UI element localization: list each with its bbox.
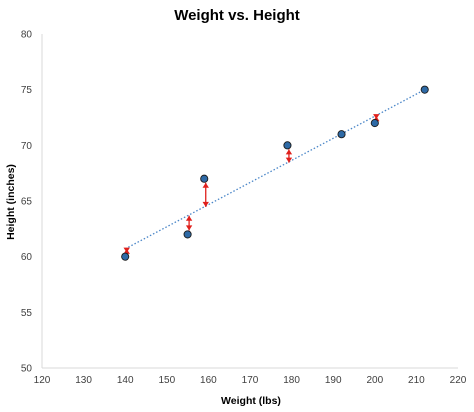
arrow-head: [285, 157, 293, 163]
x-tick-label: 160: [200, 375, 217, 386]
axes: [41, 34, 458, 369]
arrow-head: [202, 201, 209, 207]
data-point: [121, 252, 130, 261]
x-tick-label: 120: [34, 375, 51, 386]
arrow-head: [285, 149, 293, 155]
x-tick-label: 190: [325, 375, 342, 386]
y-axis-label: Height (inches): [5, 164, 17, 240]
x-tick-label: 210: [408, 375, 425, 386]
x-tick-label: 130: [75, 375, 92, 386]
x-tick-label: 180: [283, 375, 300, 386]
arrow-head: [185, 215, 193, 221]
y-tick-label: 70: [21, 141, 33, 152]
data-point: [420, 85, 429, 94]
y-tick-label: 65: [21, 197, 33, 208]
data-point: [183, 230, 192, 239]
y-tick-labels: 50 55 60 65 70 75 80: [21, 30, 33, 375]
data-point: [283, 141, 292, 150]
y-tick-label: 55: [21, 308, 33, 319]
x-tick-label: 140: [117, 375, 134, 386]
trendline: [124, 89, 426, 250]
chart-title: Weight vs. Height: [174, 7, 300, 24]
x-tick-label: 220: [450, 375, 467, 386]
y-tick-label: 60: [21, 252, 33, 263]
arrow-head: [202, 182, 209, 188]
data-point: [337, 130, 346, 139]
arrow-head: [185, 225, 193, 231]
x-tick-label: 170: [242, 375, 259, 386]
x-axis-label: Weight (lbs): [221, 395, 281, 407]
x-tick-labels: 120 130 140 150 160 170 180 190 200 210 220: [34, 375, 467, 386]
x-tick-label: 200: [366, 375, 383, 386]
y-tick-label: 80: [21, 30, 33, 41]
data-point: [200, 174, 209, 183]
trendline-layer: [124, 89, 426, 250]
y-tick-label: 75: [21, 85, 33, 96]
data-points: [121, 85, 429, 261]
data-point: [370, 119, 379, 128]
y-tick-label: 50: [21, 364, 33, 375]
x-tick-label: 150: [158, 375, 175, 386]
